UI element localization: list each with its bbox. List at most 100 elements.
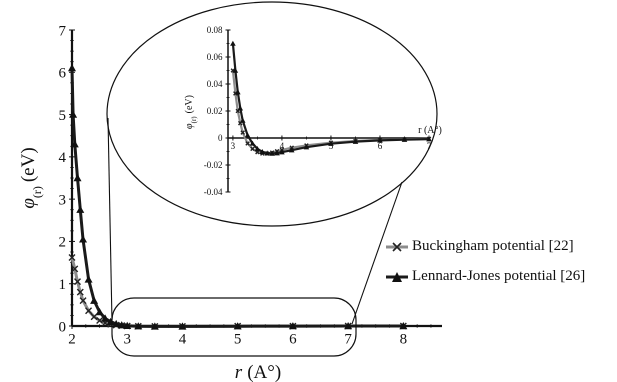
- inset-plot-point-lennard-jones-potential-26: [269, 150, 275, 156]
- inset-plot-point-lennard-jones-potential-26: [230, 40, 236, 46]
- main-plot-y-tick-label: 5: [59, 108, 67, 124]
- main-plot-point-lennard-jones-potential-26: [69, 110, 78, 118]
- main-plot-point-lennard-jones-potential-26: [70, 140, 79, 148]
- lennard-jones-legend-marker: [386, 271, 408, 282]
- main-plot-point-lennard-jones-potential-26: [73, 174, 82, 182]
- inset-plot-point-lennard-jones-potential-26: [254, 146, 261, 152]
- main-x-axis-label: r (A°): [235, 362, 281, 382]
- inset-plot: -0.04 -0.02 0 0.02 0.04 0.06 0.08 3 4 5 6 7 φ(r) (eV)…: [184, 25, 442, 197]
- main-plot-point-lennard-jones-potential-26: [79, 235, 88, 243]
- inset-plot-x-tick-label: 6: [378, 141, 383, 151]
- main-plot-series-line-buckingham-potential-22: [70, 257, 404, 328]
- main-plot-point-buckingham-potential-22: [68, 254, 76, 261]
- main-plot-point-lennard-jones-potential-26: [117, 321, 126, 329]
- main-y-label-unit: (eV): [18, 147, 39, 182]
- main-plot-y-tick-label: 1: [59, 277, 67, 293]
- main-plot-point-lennard-jones-potential-26: [178, 322, 187, 330]
- inset-plot-point-lennard-jones-potential-26: [279, 149, 285, 155]
- main-plot-y-tick-label: 2: [59, 235, 67, 251]
- main-y-label-subscript: (r): [30, 186, 44, 198]
- inset-plot-point-lennard-jones-potential-26: [239, 117, 246, 123]
- main-y-axis-label: φ(r) (eV): [18, 147, 44, 208]
- inset-ellipse: [106, 1, 438, 227]
- inset-plot-point-lennard-jones-potential-26: [377, 137, 383, 143]
- inset-y-label-unit: (eV): [184, 95, 195, 113]
- main-plot-x-tick-label: 3: [123, 331, 131, 347]
- main-plot-x-tick-label: 7: [344, 331, 352, 347]
- main-plot-point-lennard-jones-potential-26: [106, 317, 115, 325]
- main-plot-point-buckingham-potential-22: [79, 297, 87, 305]
- main-plot-point-lennard-jones-potential-26: [288, 322, 297, 330]
- main-plot-y-tick-label: 7: [59, 23, 67, 39]
- main-plot-point-lennard-jones-potential-26: [76, 205, 85, 213]
- main-plot-x-tick-label: 5: [234, 331, 242, 347]
- main-plot-point-lennard-jones-potential-26: [233, 322, 242, 330]
- inset-y-label-subscript: (r): [190, 116, 198, 124]
- main-y-label-symbol: φ: [18, 198, 39, 209]
- main-plot-y-tick-label: 4: [59, 150, 67, 166]
- inset-plot-point-buckingham-potential-22: [245, 141, 250, 146]
- inset-plot-y-tick-label: 0.02: [207, 106, 223, 116]
- inset-plot-point-lennard-jones-potential-26: [328, 140, 334, 146]
- inset-plot-y-tick-label: 0.04: [207, 79, 223, 89]
- main-plot-y-tick-label: 0: [59, 319, 67, 335]
- inset-plot-point-lennard-jones-potential-26: [249, 140, 256, 146]
- inset-plot-point-buckingham-potential-22: [240, 130, 246, 135]
- main-plot-point-lennard-jones-potential-26: [399, 322, 408, 330]
- main-x-label-unit: (A°): [247, 362, 281, 382]
- main-plot-point-lennard-jones-potential-26: [101, 314, 110, 322]
- main-plot-point-lennard-jones-potential-26: [344, 322, 353, 330]
- main-plot-x-tick-label: 6: [289, 331, 297, 347]
- inset-plot-point-lennard-jones-potential-26: [237, 105, 244, 111]
- inset-plot-y-tick-label: -0.04: [204, 187, 223, 197]
- main-plot-point-lennard-jones-potential-26: [134, 322, 143, 330]
- callout-connector-right: [351, 181, 403, 325]
- inset-plot-x-tick-label: 7: [427, 141, 432, 151]
- inset-plot-y-tick-label: -0.02: [204, 160, 223, 170]
- main-plot-x-tick-label: 2: [68, 331, 76, 347]
- main-x-label-symbol: r: [235, 362, 243, 382]
- main-plot-point-lennard-jones-potential-26: [150, 322, 159, 330]
- main-plot-x-tick-label: 8: [400, 331, 408, 347]
- inset-plot-point-lennard-jones-potential-26: [235, 89, 241, 95]
- legend-label-lennard-jones: Lennard-Jones potential [26]: [412, 268, 586, 284]
- main-plot-point-lennard-jones-potential-26: [68, 64, 76, 72]
- inset-y-label-symbol: φ: [184, 123, 195, 129]
- main-plot-point-buckingham-potential-22: [71, 265, 79, 273]
- inset-y-axis-label: φ(r) (eV): [184, 95, 198, 129]
- main-plot-point-lennard-jones-potential-26: [112, 319, 121, 328]
- main-plot-point-buckingham-potential-22: [76, 288, 84, 296]
- inset-plot-y-tick-label: 0.08: [207, 25, 223, 35]
- callout-connector-left: [107, 117, 113, 323]
- legend-label-buckingham: Buckingham potential [22]: [412, 238, 574, 254]
- inset-plot-point-lennard-jones-potential-26: [426, 136, 432, 142]
- inset-plot-point-lennard-jones-potential-26: [303, 144, 310, 150]
- main-plot-x-tick-label: 4: [179, 331, 187, 347]
- main-plot-point-lennard-jones-potential-26: [95, 308, 104, 316]
- inset-plot-x-tick-label: 5: [329, 141, 334, 151]
- main-plot-point-buckingham-potential-22: [85, 307, 93, 315]
- inset-plot-point-lennard-jones-potential-26: [274, 150, 280, 156]
- main-plot-point-lennard-jones-potential-26: [84, 275, 93, 283]
- main-plot-point-buckingham-potential-22: [74, 278, 82, 286]
- zoom-callout: [106, 1, 438, 357]
- inset-plot-point-lennard-jones-potential-26: [288, 147, 295, 153]
- legend-item-buckingham: Buckingham potential [22]: [386, 238, 574, 255]
- main-plot-point-lennard-jones-potential-26: [90, 296, 99, 304]
- inset-plot-y-tick-label: 0.06: [207, 52, 223, 62]
- inset-plot-x-tick-label: 4: [280, 141, 285, 151]
- zoom-region-box: [111, 297, 357, 357]
- inset-plot-point-lennard-jones-potential-26: [401, 136, 408, 142]
- legend-item-lennard-jones: Lennard-Jones potential [26]: [386, 268, 585, 285]
- main-plot-y-tick-label: 6: [59, 66, 67, 82]
- inset-plot-x-tick-label: 3: [231, 141, 236, 151]
- inset-plot-point-lennard-jones-potential-26: [259, 148, 266, 155]
- inset-plot-point-lennard-jones-potential-26: [244, 132, 251, 138]
- main-plot-point-buckingham-potential-22: [96, 317, 104, 324]
- main-plot-point-lennard-jones-potential-26: [123, 321, 132, 329]
- inset-plot-point-buckingham-potential-22: [250, 146, 255, 152]
- inset-plot-point-lennard-jones-potential-26: [352, 138, 359, 144]
- buckingham-legend-marker: [386, 241, 408, 252]
